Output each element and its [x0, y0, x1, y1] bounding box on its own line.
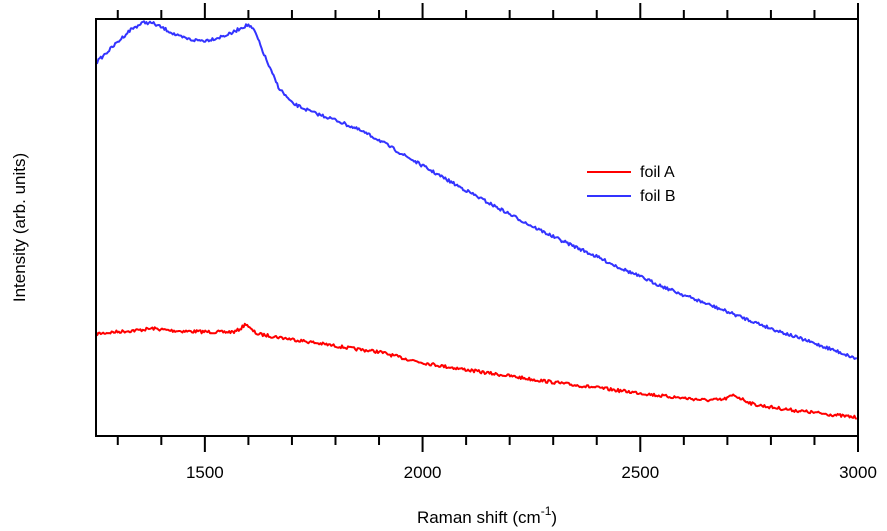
series-layer — [95, 20, 858, 420]
y-axis-label: Intensity (arb. units) — [10, 153, 29, 302]
x-axis-label-text: Raman shift (cm — [417, 508, 541, 527]
x-tick-label-3000: 3000 — [839, 463, 877, 482]
ticks-layer — [116, 3, 859, 452]
x-axis-label: Raman shift (cm-1) — [417, 504, 557, 527]
legend: foil A foil B — [587, 164, 676, 205]
x-tick-label-2500: 2500 — [621, 463, 659, 482]
x-axis-label-close: ) — [551, 508, 557, 527]
legend-label-foil-b: foil B — [640, 188, 676, 205]
x-tick-label-1500: 1500 — [186, 463, 224, 482]
x-axis-label-superscript: -1 — [541, 504, 552, 518]
tick-labels-layer: 1500 2000 2500 3000 — [186, 463, 877, 482]
legend-label-foil-a: foil A — [640, 164, 675, 181]
series-line-foil-a — [95, 322, 858, 420]
plot-frame — [95, 18, 859, 437]
x-tick-label-2000: 2000 — [404, 463, 442, 482]
series-line-foil-b — [95, 20, 858, 360]
